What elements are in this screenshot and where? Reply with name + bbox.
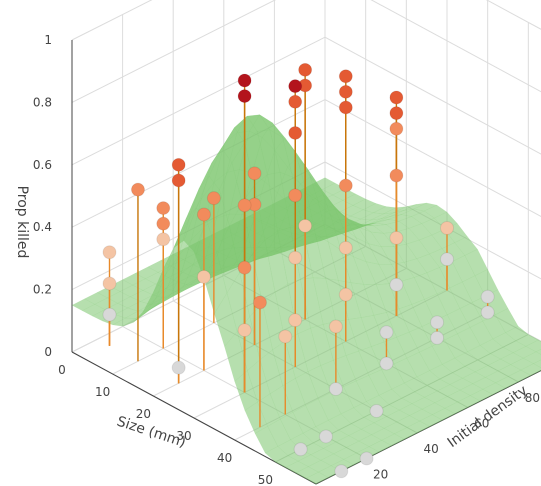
- surface-patch: [520, 363, 541, 376]
- data-point[interactable]: [328, 381, 343, 396]
- data-point[interactable]: [334, 464, 349, 479]
- data-point[interactable]: [359, 451, 374, 466]
- data-point[interactable]: [171, 360, 186, 375]
- x-axis-title: Size (mm): [115, 414, 188, 451]
- data-point[interactable]: [338, 178, 353, 193]
- data-point[interactable]: [288, 79, 303, 94]
- data-point[interactable]: [171, 157, 186, 172]
- z-tick-label: 0.6: [33, 158, 52, 172]
- left-wall-gridline: [71, 99, 326, 228]
- z-axis-title: Prop killed: [14, 186, 30, 259]
- data-point[interactable]: [338, 84, 353, 99]
- data-point[interactable]: [171, 173, 186, 188]
- back-wall-gridline: [485, 0, 541, 30]
- x-tick-label: 30: [176, 429, 191, 443]
- data-point[interactable]: [156, 216, 171, 231]
- surface-patch: [525, 339, 541, 353]
- data-point[interactable]: [480, 305, 495, 320]
- data-point[interactable]: [278, 329, 293, 344]
- data-point[interactable]: [130, 182, 145, 197]
- data-point[interactable]: [389, 277, 404, 292]
- surface-patch: [533, 359, 541, 368]
- data-point[interactable]: [328, 319, 343, 334]
- tick-layer: 010203040506002040608010000.20.40.60.81: [33, 33, 540, 486]
- data-point[interactable]: [196, 269, 211, 284]
- data-point[interactable]: [237, 73, 252, 88]
- data-point[interactable]: [389, 230, 404, 245]
- data-point[interactable]: [480, 289, 495, 304]
- left-wall-gridline: [71, 0, 153, 41]
- y-tick-label: 80: [525, 391, 540, 405]
- data-point[interactable]: [430, 315, 445, 330]
- data-point[interactable]: [206, 191, 221, 206]
- point-layer: [102, 62, 495, 479]
- data-point[interactable]: [379, 356, 394, 371]
- data-point[interactable]: [288, 313, 303, 328]
- z-tick-label: 0.2: [33, 283, 52, 297]
- data-point[interactable]: [318, 429, 333, 444]
- data-point[interactable]: [156, 201, 171, 216]
- z-tick-label: 0.8: [33, 95, 52, 109]
- data-point[interactable]: [440, 221, 454, 235]
- data-point[interactable]: [237, 89, 252, 104]
- data-point[interactable]: [102, 276, 117, 291]
- data-point[interactable]: [338, 100, 353, 115]
- back-wall-gridline: [324, 36, 541, 155]
- z-tick-label: 0.4: [33, 220, 52, 234]
- data-point[interactable]: [288, 125, 303, 140]
- data-point[interactable]: [389, 168, 404, 183]
- z-tick-label: 0: [44, 345, 52, 359]
- x-tick-label: 50: [258, 473, 273, 486]
- data-point[interactable]: [298, 218, 313, 233]
- surface-patch: [522, 351, 541, 364]
- data-point[interactable]: [379, 325, 394, 340]
- data-point[interactable]: [247, 166, 262, 181]
- x-tick-label: 40: [217, 451, 232, 465]
- data-point[interactable]: [156, 232, 171, 247]
- left-wall-gridline: [71, 36, 326, 166]
- data-point[interactable]: [102, 307, 117, 322]
- data-point[interactable]: [288, 188, 303, 203]
- back-wall-gridline: [324, 99, 541, 218]
- data-point[interactable]: [102, 245, 117, 260]
- x-tick-label: 20: [136, 407, 151, 421]
- data-point[interactable]: [389, 90, 404, 105]
- y-tick-label: 40: [424, 442, 439, 456]
- data-point[interactable]: [369, 403, 384, 418]
- data-point[interactable]: [338, 287, 353, 302]
- data-point[interactable]: [196, 207, 211, 222]
- data-point[interactable]: [288, 94, 303, 109]
- data-point[interactable]: [430, 330, 445, 345]
- data-point[interactable]: [293, 442, 308, 457]
- back-wall-gridline: [370, 0, 541, 93]
- data-point[interactable]: [338, 240, 353, 255]
- data-point[interactable]: [237, 323, 252, 338]
- data-point[interactable]: [237, 260, 252, 275]
- surface-patch: [535, 349, 541, 355]
- data-point[interactable]: [440, 252, 454, 267]
- left-wall-gridline: [71, 0, 277, 103]
- x-tick-label: 10: [95, 385, 110, 399]
- y-tick-label: 60: [474, 416, 489, 430]
- data-point[interactable]: [338, 69, 353, 84]
- x-tick-label: 0: [58, 363, 66, 377]
- data-point[interactable]: [237, 198, 252, 213]
- z-tick-label: 1: [44, 33, 52, 47]
- data-point[interactable]: [252, 295, 267, 310]
- data-point[interactable]: [298, 62, 313, 77]
- y-tick-label: 20: [373, 467, 388, 481]
- data-point[interactable]: [288, 250, 303, 265]
- data-point[interactable]: [389, 106, 404, 121]
- data-point[interactable]: [389, 121, 404, 136]
